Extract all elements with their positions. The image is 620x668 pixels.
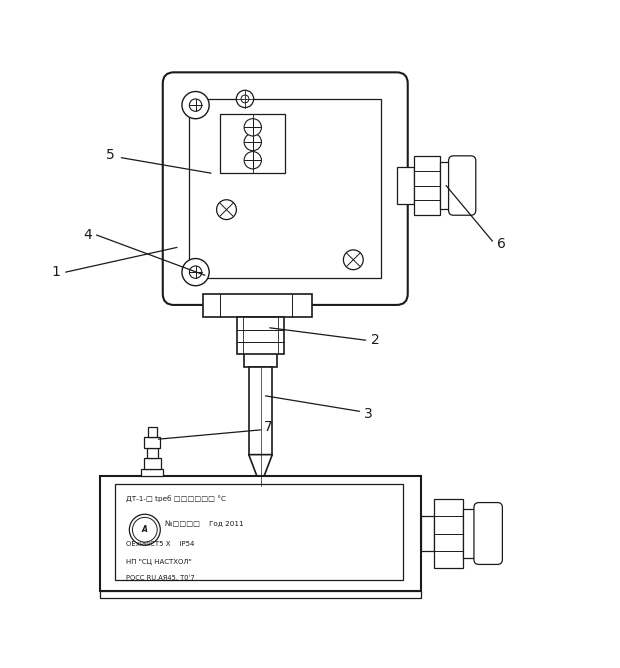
Text: НП "СЦ НАСТХОЛ": НП "СЦ НАСТХОЛ" [126,558,192,564]
Text: OExiaIICT5 X    IP54: OExiaIICT5 X IP54 [126,541,195,547]
Bar [144,437,161,448]
Bar [144,458,161,469]
Bar [397,167,414,204]
Circle shape [244,119,262,136]
Bar [100,476,422,591]
Circle shape [189,99,202,112]
Bar [244,317,278,355]
Circle shape [133,517,157,542]
Bar [463,509,479,558]
Text: 6: 6 [497,237,506,251]
Circle shape [182,259,209,286]
Circle shape [189,266,202,279]
Bar [100,591,422,598]
Bar [249,367,272,455]
Circle shape [182,92,209,119]
Text: A: A [142,525,148,534]
Circle shape [244,152,262,169]
Text: 2: 2 [371,333,379,347]
FancyBboxPatch shape [163,72,408,305]
Circle shape [343,250,363,270]
Circle shape [130,514,161,545]
Bar [244,355,277,367]
Text: 7: 7 [264,420,272,434]
Bar [115,484,403,580]
Bar [440,162,453,209]
Bar [237,317,284,355]
Text: ДТ-1-□ tреб □□□□□□ °C: ДТ-1-□ tреб □□□□□□ °C [126,495,226,502]
Polygon shape [249,455,272,486]
Text: 3: 3 [365,407,373,422]
FancyBboxPatch shape [448,156,476,215]
Bar [220,114,285,173]
Circle shape [241,95,249,103]
Bar [434,500,463,568]
FancyBboxPatch shape [474,502,502,564]
Circle shape [216,200,236,220]
Bar [203,294,311,317]
Bar [189,99,381,279]
Circle shape [244,134,262,151]
Bar [422,516,434,551]
Text: РОСС RU.АЯ45. Т0ՙ7: РОСС RU.АЯ45. Т0ՙ7 [126,574,195,580]
Text: 1: 1 [52,265,61,279]
Bar [147,448,158,458]
Bar [414,156,440,215]
Text: №□□□□    Год 2011: №□□□□ Год 2011 [165,520,243,526]
Bar [141,469,164,476]
Bar [148,427,157,437]
Text: 4: 4 [83,228,92,242]
Text: 5: 5 [107,148,115,162]
Circle shape [236,90,254,108]
